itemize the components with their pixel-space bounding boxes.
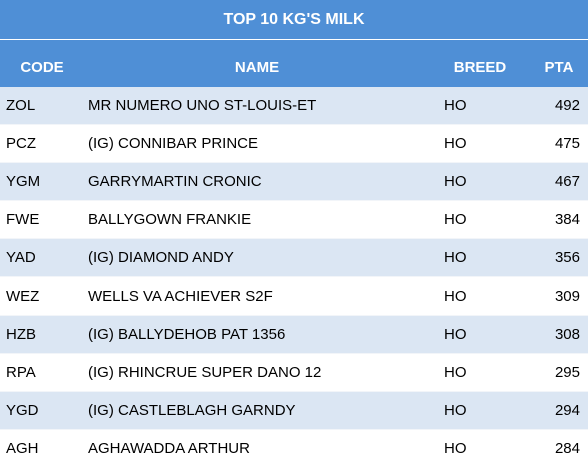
cell-pta: 356 (554, 249, 580, 267)
cell-name: (IG) RHINCRUE SUPER DANO 12 (88, 363, 322, 381)
table-title: TOP 10 KG'S MILK (0, 0, 588, 40)
cell-code: HZB (6, 325, 36, 343)
cell-code: WEZ (6, 287, 40, 305)
cell-name: (IG) DIAMOND ANDY (88, 249, 234, 267)
cell-pta: 294 (554, 401, 580, 419)
cell-breed: HO (444, 249, 467, 267)
table-row: YGD (IG) CASTLEBLAGH GARNDY HO 294 (0, 391, 588, 430)
cell-breed: HO (444, 325, 467, 343)
cell-code: AGH (6, 439, 39, 457)
cell-code: YGD (6, 401, 39, 419)
cell-code: FWE (6, 211, 40, 229)
table-row: HZB (IG) BALLYDEHOB PAT 1356 HO 308 (0, 315, 588, 354)
cell-name: MR NUMERO UNO ST-LOUIS-ET (88, 97, 317, 115)
column-header-name: NAME (234, 59, 280, 76)
cell-pta: 384 (554, 211, 580, 229)
table-row: AGH AGHAWADDA ARTHUR HO 284 (0, 429, 588, 466)
cell-name: (IG) BALLYDEHOB PAT 1356 (88, 325, 286, 343)
cell-name: GARRYMARTIN CRONIC (88, 173, 262, 191)
table-row: PCZ (IG) CONNIBAR PRINCE HO 475 (0, 125, 588, 164)
cell-pta: 467 (554, 173, 580, 191)
cell-breed: HO (444, 439, 467, 457)
column-header-pta: PTA (544, 59, 574, 76)
cell-pta: 295 (554, 363, 580, 381)
cell-name: BALLYGOWN FRANKIE (88, 211, 252, 229)
table-row: RPA (IG) RHINCRUE SUPER DANO 12 HO 295 (0, 353, 588, 392)
cell-breed: HO (444, 401, 467, 419)
cell-name: (IG) CONNIBAR PRINCE (88, 135, 259, 153)
table-row: ZOL MR NUMERO UNO ST-LOUIS-ET HO 492 (0, 87, 588, 126)
cell-breed: HO (444, 173, 467, 191)
cell-code: RPA (6, 363, 36, 381)
cell-code: YGM (6, 173, 41, 191)
table-row: YAD (IG) DIAMOND ANDY HO 356 (0, 239, 588, 278)
cell-code: YAD (6, 249, 36, 267)
cell-pta: 492 (554, 97, 580, 115)
column-header-breed: BREED (453, 59, 507, 76)
cell-breed: HO (444, 363, 467, 381)
cell-code: PCZ (6, 135, 36, 153)
column-header-code: CODE (20, 59, 64, 76)
cell-breed: HO (444, 135, 467, 153)
cell-name: WELLS VA ACHIEVER S2F (88, 287, 273, 305)
column-header-row: CODE NAME BREED PTA (0, 40, 588, 87)
cell-name: AGHAWADDA ARTHUR (88, 439, 250, 457)
cell-pta: 309 (554, 287, 580, 305)
cell-name: (IG) CASTLEBLAGH GARNDY (88, 401, 296, 419)
cell-pta: 284 (554, 439, 580, 457)
cell-breed: HO (444, 97, 467, 115)
table-row: FWE BALLYGOWN FRANKIE HO 384 (0, 201, 588, 240)
table-row: WEZ WELLS VA ACHIEVER S2F HO 309 (0, 277, 588, 316)
table-row: YGM GARRYMARTIN CRONIC HO 467 (0, 163, 588, 202)
cell-pta: 308 (554, 325, 580, 343)
cell-breed: HO (444, 211, 467, 229)
cell-breed: HO (444, 287, 467, 305)
cell-code: ZOL (6, 97, 36, 115)
cell-pta: 475 (554, 135, 580, 153)
